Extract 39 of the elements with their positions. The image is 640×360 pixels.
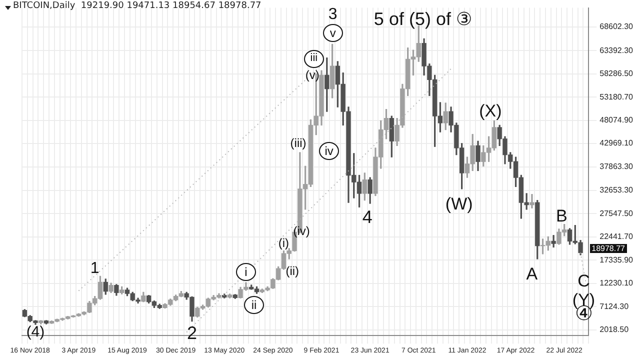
annotation: C (578, 272, 590, 291)
y-tick-label: 37863.30 (600, 162, 634, 171)
annotation: (ii) (286, 264, 300, 278)
text: 18978.77 (590, 244, 627, 253)
y-tick-label: 42969.10 (600, 138, 634, 148)
y-tick-label: 12230.10 (600, 278, 634, 288)
annotation: (4) (26, 324, 45, 341)
y-tick-label: 17335.90 (600, 255, 634, 264)
annotation: B (556, 206, 568, 226)
annotation: i (236, 262, 256, 281)
annotation: (iii) (290, 136, 306, 150)
annotation: (i) (278, 236, 290, 250)
y-tick-label: 53180.70 (600, 92, 634, 102)
y-tick-label: 48074.90 (600, 116, 634, 125)
y-tick-label: 22441.70 (600, 232, 634, 242)
chart-title: BITCOIN,Daily 19219.90 19471.13 18954.67 18978.77 (13, 1, 262, 11)
y-tick-label: 7124.30 (600, 302, 630, 311)
annotation: (W) (445, 194, 473, 214)
annotation: A (526, 264, 538, 284)
annotation: 2 (186, 322, 197, 343)
annotation: 5 of (5) of ③ (374, 8, 472, 29)
annotation: v (322, 24, 343, 42)
annotation: 4 (362, 207, 372, 228)
annotation: (X) (479, 102, 502, 121)
annotation: iii (304, 50, 324, 68)
y-tick-label: 68602.30 (600, 22, 634, 32)
y-tick-label: 32653.30 (600, 186, 634, 195)
annotation: (v) (305, 68, 320, 82)
annotation: ii (244, 296, 264, 314)
annotation: 3 (328, 6, 338, 23)
y-tick-label: 2018.50 (600, 325, 630, 334)
y-tick-label: 58286.50 (600, 69, 634, 78)
y-tick-label: 27547.50 (600, 208, 634, 218)
annotation: (iv) (293, 224, 310, 238)
candlestick (551, 234, 556, 248)
annotation: 1 (90, 260, 100, 277)
candlestick (530, 194, 534, 208)
y-tick-label: 63392.30 (600, 46, 634, 55)
annotation: iv (319, 142, 340, 160)
